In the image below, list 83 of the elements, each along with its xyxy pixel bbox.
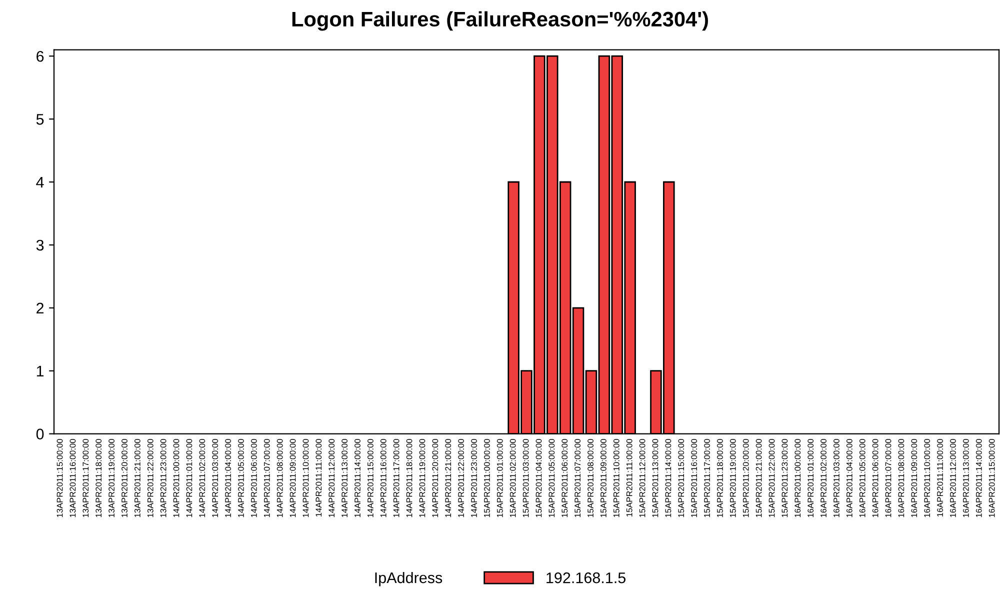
- x-tick-label: 13APR2011:18:00:00: [96, 438, 102, 518]
- x-tick-label: 14APR2011:09:00:00: [290, 438, 296, 518]
- y-tick-label: 0: [36, 428, 44, 440]
- x-tick-label: 14APR2011:02:00:00: [199, 438, 206, 518]
- x-tick-label: 15APR2011:18:00:00: [717, 438, 723, 518]
- x-tick-label: 13APR2011:16:00:00: [70, 438, 76, 518]
- x-tick-label: 15APR2011:20:00:00: [742, 438, 749, 518]
- x-tick-label: 16APR2011:00:00:00: [794, 438, 801, 518]
- x-tick-label: 15APR2011:13:00:00: [652, 438, 658, 518]
- x-tick-label: 15APR2011:07:00:00: [574, 438, 581, 518]
- x-tick-label: 16APR2011:04:00:00: [846, 438, 852, 518]
- x-tick-label: 15APR2011:15:00:00: [678, 438, 684, 518]
- x-tick-label: 14APR2011:22:00:00: [458, 438, 464, 518]
- y-tick-label: 4: [36, 177, 44, 188]
- x-tick-label: 16APR2011:07:00:00: [885, 438, 892, 518]
- chart-title: Logon Failures (FailureReason='%%2304'): [292, 11, 708, 31]
- y-tick-label: 2: [36, 302, 44, 314]
- x-tick-label: 14APR2011:03:00:00: [212, 438, 218, 518]
- y-tick-label: 3: [36, 240, 44, 251]
- legend-label: 192.168.1.5: [546, 572, 626, 584]
- x-tick-label: 15APR2011:17:00:00: [704, 438, 710, 518]
- y-tick-label: 5: [36, 114, 44, 125]
- x-tick-label: 14APR2011:00:00:00: [173, 438, 180, 518]
- x-tick-label: 16APR2011:05:00:00: [859, 438, 866, 518]
- x-tick-label: 16APR2011:15:00:00: [988, 438, 995, 518]
- x-tick-label: 16APR2011:12:00:00: [950, 438, 956, 518]
- x-tick-label: 15APR2011:03:00:00: [522, 438, 529, 518]
- x-tick-label: 15APR2011:05:00:00: [548, 438, 555, 518]
- x-tick-label: 14APR2011:18:00:00: [406, 438, 412, 518]
- x-tick-label: 13APR2011:19:00:00: [108, 438, 114, 518]
- x-tick-label: 15APR2011:14:00:00: [665, 438, 672, 518]
- x-tick-label: 13APR2011:21:00:00: [134, 438, 140, 518]
- x-tick-label: 13APR2011:15:00:00: [56, 438, 63, 518]
- x-tick-label: 15APR2011:08:00:00: [588, 438, 594, 518]
- x-tick-label: 16APR2011:03:00:00: [834, 438, 840, 518]
- x-tick-label: 13APR2011:23:00:00: [160, 438, 166, 518]
- x-tick-label: 14APR2011:15:00:00: [367, 438, 374, 518]
- x-tick-label: 14APR2011:21:00:00: [445, 438, 452, 518]
- x-tick-label: 16APR2011:06:00:00: [872, 438, 878, 518]
- x-tick-label: 15APR2011:04:00:00: [536, 438, 542, 518]
- x-tick-label: 13APR2011:17:00:00: [82, 438, 89, 518]
- x-tick-label: 14APR2011:01:00:00: [186, 438, 192, 518]
- x-tick-label: 14APR2011:12:00:00: [328, 438, 335, 518]
- x-tick-label: 16APR2011:11:00:00: [937, 438, 943, 516]
- x-tick-label: 15APR2011:06:00:00: [562, 438, 568, 518]
- x-tick-label: 14APR2011:06:00:00: [250, 438, 257, 518]
- x-tick-label: 14APR2011:19:00:00: [419, 438, 426, 518]
- x-tick-label: 15APR2011:12:00:00: [639, 438, 646, 518]
- x-tick-label: 15APR2011:22:00:00: [768, 438, 775, 518]
- x-tick-label: 16APR2011:14:00:00: [976, 438, 982, 518]
- x-tick-label: 16APR2011:10:00:00: [924, 438, 930, 518]
- x-tick-label: 14APR2011:11:00:00: [316, 438, 322, 516]
- x-tick-label: 15APR2011:23:00:00: [782, 438, 788, 518]
- x-tick-label: 15APR2011:09:00:00: [600, 438, 606, 518]
- x-tick-label: 14APR2011:14:00:00: [354, 438, 360, 518]
- x-tick-label: 14APR2011:05:00:00: [238, 438, 244, 518]
- x-tick-label: 15APR2011:10:00:00: [613, 438, 620, 518]
- x-tick-label: 15APR2011:11:00:00: [626, 438, 632, 516]
- y-tick-label: 1: [36, 366, 44, 376]
- x-tick-label: 14APR2011:04:00:00: [225, 438, 231, 518]
- x-tick-label: 14APR2011:20:00:00: [432, 438, 438, 518]
- x-tick-label: 14APR2011:17:00:00: [393, 438, 400, 518]
- x-tick-label: 16APR2011:09:00:00: [911, 438, 918, 518]
- x-tick-label: 15APR2011:01:00:00: [496, 438, 503, 518]
- x-tick-label: 15APR2011:21:00:00: [756, 438, 762, 518]
- x-tick-label: 14APR2011:16:00:00: [380, 438, 386, 518]
- x-tick-label: 15APR2011:02:00:00: [510, 438, 516, 518]
- x-tick-label: 16APR2011:13:00:00: [962, 438, 969, 518]
- x-tick-label: 15APR2011:00:00:00: [484, 438, 490, 518]
- x-tick-label: 13APR2011:20:00:00: [122, 438, 128, 518]
- x-tick-label: 14APR2011:13:00:00: [342, 438, 348, 518]
- x-tick-label: 16APR2011:01:00:00: [808, 438, 814, 518]
- x-tick-label: 14APR2011:08:00:00: [276, 438, 283, 518]
- x-tick-label: 13APR2011:22:00:00: [147, 438, 154, 518]
- x-tick-label: 15APR2011:16:00:00: [691, 438, 698, 518]
- x-tick-label: 14APR2011:23:00:00: [471, 438, 477, 518]
- legend-title: IpAddress: [375, 572, 442, 586]
- y-tick-label: 6: [36, 50, 44, 62]
- x-tick-label: 14APR2011:10:00:00: [302, 438, 309, 518]
- x-tick-label: 16APR2011:08:00:00: [898, 438, 904, 518]
- x-tick-label: 15APR2011:19:00:00: [730, 438, 736, 518]
- x-tick-label: 16APR2011:02:00:00: [820, 438, 826, 518]
- x-tick-label: 14APR2011:07:00:00: [264, 438, 270, 518]
